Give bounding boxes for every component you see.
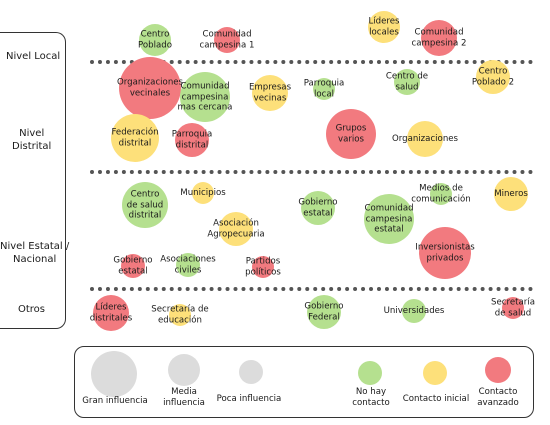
actor-label: Mineros — [494, 188, 528, 199]
legend-large-swatch — [91, 351, 137, 397]
legend: Gran influencia Media influencia Poca in… — [74, 346, 534, 418]
level-local-label: Nivel Local — [6, 51, 61, 62]
actor-bubble-advanced-small — [214, 27, 240, 53]
actor-bubble-initial-medium — [219, 212, 253, 246]
actor-label: Líderes locales — [368, 16, 400, 38]
actor-bubble-advanced-small — [252, 256, 274, 278]
legend-large-label: Gran influencia — [82, 396, 148, 406]
actor-label: Empresas vecinas — [248, 82, 292, 104]
actor-label: Centro Poblado 2 — [471, 66, 515, 88]
actor-label: Comunidad campesina 2 — [411, 27, 467, 49]
actor-bubble-no_contact-small — [402, 299, 426, 323]
actor-bubble-no_contact-medium — [307, 295, 341, 329]
actor-bubble-initial-small — [169, 304, 191, 326]
actor-bubble-advanced-large — [419, 227, 471, 279]
actor-bubble-advanced-small — [121, 254, 145, 278]
legend-advanced-label: Contacto avanzado — [477, 387, 519, 408]
legend-initial-label: Contacto inicial — [402, 394, 470, 404]
actor-label: Municipios — [180, 187, 226, 198]
legend-medium-label: Media influencia — [163, 387, 205, 408]
level-distrital-label: Nivel Distrital — [12, 128, 52, 152]
actor-bubble-no_contact-medium — [139, 24, 171, 56]
actor-label: Organizaciones vecinales — [116, 77, 184, 99]
actor-label: Secretaría de educación — [151, 304, 209, 326]
actor-label: Gobierno estatal — [113, 255, 153, 277]
actor-bubble-no_contact-small — [394, 69, 420, 95]
legend-no-contact-swatch — [358, 361, 382, 385]
legend-advanced-swatch — [485, 357, 511, 383]
actor-bubble-advanced-medium — [421, 20, 457, 56]
actor-label: Grupos varios — [335, 123, 367, 145]
actor-bubble-advanced-small — [502, 297, 524, 319]
actor-bubble-initial-small — [192, 182, 214, 204]
actor-label: Secretaría de salud — [491, 297, 535, 319]
level-estatal-label: Nivel Estatal / Nacional — [0, 241, 70, 265]
actor-bubble-initial-medium — [494, 177, 528, 211]
legend-medium-swatch — [168, 354, 200, 386]
actor-label: Centro de salud — [385, 71, 429, 93]
separator-distrital-estatal — [90, 170, 533, 174]
actor-bubble-advanced-large — [326, 109, 376, 159]
actor-bubble-initial-medium — [407, 121, 443, 157]
actor-bubble-initial-large — [111, 114, 159, 162]
actor-bubble-initial-medium — [368, 11, 400, 43]
legend-small-label: Poca influencia — [216, 394, 282, 404]
actor-label: Asociaciones civiles — [160, 254, 216, 276]
actor-bubble-initial-medium — [252, 75, 288, 111]
actor-bubble-no_contact-small — [313, 78, 335, 100]
actor-label: Partidos políticos — [245, 256, 281, 278]
actor-label: Medios de comunicación — [411, 183, 471, 205]
actor-bubble-advanced-medium — [93, 295, 129, 331]
actor-label: Asociación Agropecuaria — [207, 218, 265, 240]
actor-bubble-no_contact-medium — [301, 191, 335, 225]
level-otros-label: Otros — [18, 304, 46, 315]
actor-label: Gobierno Federal — [304, 301, 344, 323]
actor-label: Gobierno estatal — [298, 197, 338, 219]
actor-label: Federación distrital — [111, 127, 159, 149]
actor-label: Parroquia distrital — [171, 129, 213, 151]
legend-initial-swatch — [423, 361, 447, 385]
actor-bubble-no_contact-small — [176, 253, 200, 277]
actor-bubble-no_contact-small — [430, 183, 452, 205]
actor-label: Centro Poblado — [138, 29, 172, 51]
actor-bubble-no_contact-large — [122, 182, 168, 228]
actor-bubble-advanced-medium — [175, 123, 209, 157]
actor-label: Organizaciones — [391, 133, 459, 144]
actor-bubble-no_contact-large — [364, 194, 414, 244]
legend-small-swatch — [239, 360, 263, 384]
actor-label: Inversionistas privados — [415, 242, 475, 264]
actor-label: Comunidad campesina mas cercana — [177, 81, 233, 113]
actor-label: Comunidad campesina estatal — [364, 203, 414, 235]
levels-bracket — [0, 32, 66, 329]
actor-bubble-initial-medium — [476, 60, 510, 94]
actor-label: Líderes distritales — [89, 302, 133, 324]
actor-bubble-advanced-large — [119, 57, 181, 119]
actor-bubble-no_contact-large — [180, 72, 230, 122]
separator-estatal-otros — [90, 287, 533, 291]
actor-label: Parroquia local — [303, 78, 345, 100]
legend-no-contact-label: No hay contacto — [352, 387, 390, 408]
actor-label: Universidades — [383, 305, 445, 316]
actor-label: Comunidad campesina 1 — [199, 29, 255, 51]
separator-local-distrital — [90, 60, 533, 64]
actor-label: Centro de salud distrital — [126, 189, 164, 221]
